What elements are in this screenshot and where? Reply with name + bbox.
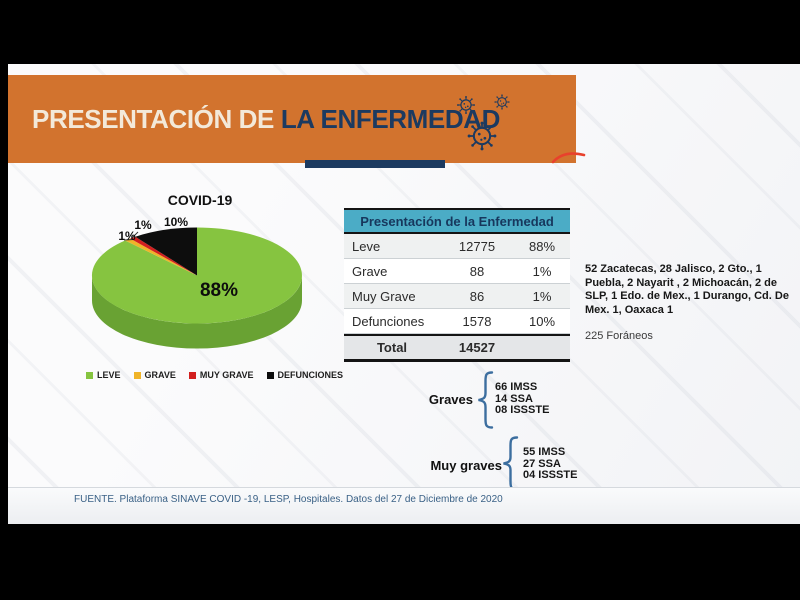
total-value: 14527 [458, 340, 496, 355]
row-value: 88 [469, 263, 485, 279]
pie-label-grave: 1% [134, 218, 152, 232]
foraneos-note: 225 Foráneos [585, 330, 653, 342]
row-pct: 88% [528, 238, 556, 254]
pie-label-defunciones: 10% [163, 215, 189, 229]
pie-side [92, 275, 302, 349]
pie-slice-defunciones [135, 227, 197, 276]
muy-graves-brace [503, 436, 519, 491]
leader-line [123, 239, 134, 241]
graves-item: 66 IMSS [495, 381, 538, 393]
legend-swatch-leve [86, 371, 93, 379]
row-pct: 1% [532, 288, 552, 304]
muy-graves-item: 04 ISSSTE [523, 469, 578, 481]
graves-item: 14 SSA [495, 392, 533, 405]
muy-graves-items: 55 IMSS 27 SSA 04 ISSSTE [523, 446, 578, 482]
chart-title: COVID-19 [167, 192, 233, 208]
pie-label-muy-grave: 1% [118, 229, 136, 243]
table-row: Grave 88 1% [344, 259, 570, 284]
slide: PRESENTACIÓN DE LA ENFERMEDAD [8, 64, 800, 524]
source-footnote: FUENTE. Plataforma SINAVE COVID -19, LES… [74, 494, 503, 505]
virus-icon [456, 93, 511, 152]
graves-items: 66 IMSS 14 SSA 08 ISSSTE [495, 381, 550, 417]
pie-slice-muy-grave [130, 236, 197, 276]
table-row: Defunciones 1578 10% [344, 309, 570, 334]
page-title-dark: LA ENFERMEDAD [280, 103, 501, 134]
legend-label: DEFUNCIONES [277, 370, 344, 380]
states-note: 52 Zacatecas, 28 Jalisco, 2 Gto., 1 Pueb… [585, 263, 789, 316]
row-label: Grave [352, 263, 388, 279]
graves-item: 08 ISSSTE [495, 404, 550, 416]
legend-item-grave: GRAVE [133, 370, 176, 380]
total-label: Total [376, 340, 408, 355]
row-pct: 1% [532, 263, 552, 279]
muy-graves-item: 55 IMSS [523, 446, 566, 458]
muy-graves-item: 27 SSA [523, 457, 561, 470]
graves-brace [478, 371, 494, 429]
banner-underline [305, 160, 445, 168]
pie-slice-leve [91, 227, 302, 324]
chart-legend: LEVE GRAVE MUY GRAVE DEFUNCIONES [86, 370, 343, 380]
row-value: 12775 [458, 238, 496, 254]
legend-item-leve: LEVE [86, 370, 121, 380]
leader-line [132, 231, 139, 238]
row-value: 1578 [462, 313, 492, 329]
legend-swatch-grave [133, 371, 141, 379]
row-label: Muy Grave [352, 288, 416, 304]
legend-label: GRAVE [144, 370, 176, 380]
legend-label: LEVE [97, 370, 121, 380]
page-title-light: PRESENTACIÓN DE [32, 103, 274, 134]
row-label: Leve [352, 238, 381, 254]
presentation-table: Presentación de la Enfermedad Leve 12775… [344, 208, 570, 362]
row-pct: 10% [528, 313, 556, 329]
muy-graves-label: Muy graves [430, 458, 502, 473]
legend-swatch-muy-grave [188, 371, 196, 379]
legend-item-muy-grave: MUY GRAVE [188, 370, 254, 380]
pie-label-leve: 88% [199, 280, 239, 301]
table-total-row: Total 14527 [344, 334, 570, 359]
legend-item-defunciones: DEFUNCIONES [266, 370, 344, 380]
table-header: Presentación de la Enfermedad [344, 210, 570, 234]
red-pen-mark [551, 152, 586, 164]
graves-label: Graves [428, 392, 473, 407]
pie-slice-grave [125, 238, 197, 276]
pie-chart [91, 227, 302, 349]
page-title: PRESENTACIÓN DE LA ENFERMEDAD [32, 104, 500, 135]
row-value: 86 [469, 288, 485, 304]
footer-band [8, 487, 800, 524]
legend-label: MUY GRAVE [199, 370, 254, 380]
table-row: Leve 12775 88% [344, 234, 570, 259]
table-row: Muy Grave 86 1% [344, 284, 570, 309]
header-banner: PRESENTACIÓN DE LA ENFERMEDAD [8, 75, 576, 163]
row-label: Defunciones [352, 313, 425, 329]
legend-swatch-defunciones [266, 371, 274, 379]
